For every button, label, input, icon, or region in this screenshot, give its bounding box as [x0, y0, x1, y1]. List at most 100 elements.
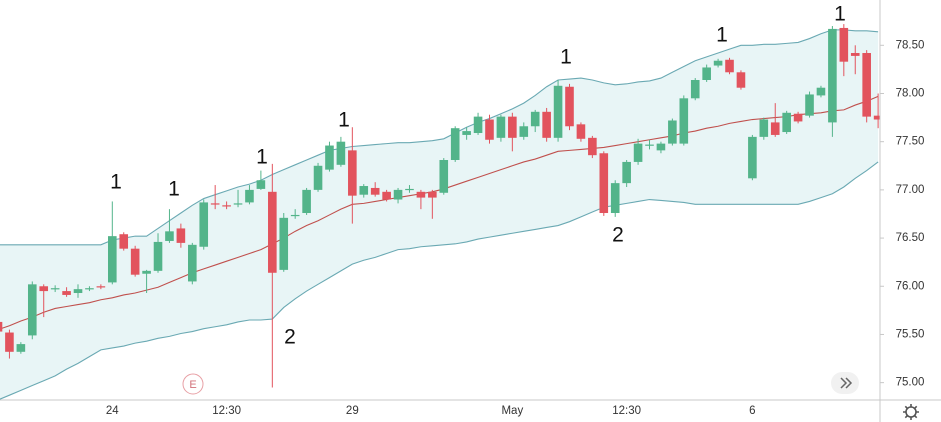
event-marker[interactable]: E	[182, 373, 204, 395]
candle-body	[165, 231, 174, 241]
candle-body	[348, 150, 357, 196]
candle-body	[770, 122, 780, 135]
candle-body	[96, 286, 106, 288]
candle-body	[782, 112, 791, 133]
event-marker-circle[interactable]	[182, 373, 204, 395]
candle-body	[62, 291, 71, 295]
middle-band	[0, 95, 879, 330]
candle-body	[610, 183, 620, 214]
settings-button[interactable]	[903, 404, 919, 420]
candle-body	[233, 203, 243, 205]
x-tick-label: 29	[346, 405, 359, 417]
candle-body	[50, 288, 60, 290]
candle-body	[828, 28, 837, 123]
candle-body	[199, 202, 209, 247]
scroll-button[interactable]	[831, 372, 859, 394]
candle-body	[416, 191, 426, 198]
candle-body	[439, 160, 449, 193]
candle-body	[759, 119, 769, 137]
candle-body	[816, 87, 826, 96]
candle-body	[565, 86, 574, 127]
candle-body	[679, 98, 689, 144]
candle-body	[27, 284, 37, 336]
annotation: 1	[338, 109, 350, 132]
candle-body	[290, 214, 300, 217]
y-tick-label: 77.00	[896, 184, 925, 196]
x-tick-label: 12:30	[612, 405, 641, 417]
candle-body	[336, 141, 346, 165]
candle-body	[405, 188, 414, 191]
annotation: 1	[834, 3, 846, 26]
candle-body	[188, 244, 197, 282]
x-tick-label: May	[501, 405, 523, 417]
scroll-button-icon[interactable]	[840, 377, 853, 389]
candle-body	[142, 270, 151, 274]
y-tick-label: 78.00	[896, 88, 925, 100]
candle-body	[5, 332, 14, 352]
candle-body	[108, 236, 117, 283]
candle-body	[485, 119, 494, 140]
candle-body	[153, 241, 163, 271]
candle-body	[428, 191, 437, 198]
candle-body	[862, 53, 871, 117]
x-tick-label: 6	[749, 405, 755, 417]
candle-body	[245, 189, 254, 203]
event-marker-label[interactable]: E	[189, 379, 196, 391]
candle-body	[496, 116, 506, 138]
candle-body	[473, 116, 483, 134]
candle-body	[210, 203, 220, 205]
candle-body	[588, 137, 597, 156]
candle-body	[553, 85, 563, 138]
x-tick-label: 12:30	[212, 405, 241, 417]
candle-body	[873, 115, 880, 120]
candle-body	[370, 187, 380, 195]
candle-body	[805, 94, 814, 116]
candle-body	[119, 234, 129, 249]
candle-body	[530, 111, 540, 127]
candle-body	[222, 205, 231, 207]
candle-body	[519, 126, 529, 137]
candle-body	[325, 145, 334, 170]
candle-body	[0, 321, 3, 332]
plot-area	[0, 24, 880, 400]
candle-body	[16, 344, 26, 352]
y-tick-label: 75.00	[896, 377, 925, 389]
candle-body	[668, 120, 677, 144]
candle-body	[279, 217, 289, 270]
candle-body	[839, 27, 849, 62]
candle-body	[645, 144, 654, 146]
candle-body	[736, 72, 746, 88]
upper-band	[0, 29, 879, 246]
candle-body	[462, 131, 471, 135]
candle-body	[542, 111, 551, 138]
candle-body	[268, 191, 277, 273]
candle-body	[725, 59, 734, 73]
annotation: 1	[168, 178, 180, 201]
y-tick-label: 75.50	[896, 328, 925, 340]
annotation: 1	[110, 171, 122, 194]
lower-band	[0, 161, 879, 400]
candle-body	[702, 67, 711, 80]
candle-body	[382, 191, 391, 200]
candle-body	[508, 116, 517, 138]
candle-body	[713, 60, 723, 66]
candle-body	[690, 80, 700, 99]
y-tick-label: 76.50	[896, 232, 925, 244]
candle-body	[599, 153, 609, 214]
settings-gear-teeth[interactable]	[903, 404, 919, 420]
candle-body	[313, 165, 323, 190]
candle-body	[302, 189, 311, 214]
candle-body	[633, 143, 643, 162]
annotation: 2	[612, 224, 624, 247]
candle-body	[359, 186, 369, 195]
candle-body	[39, 286, 49, 292]
candle-body	[393, 189, 403, 200]
candle-body	[73, 289, 83, 294]
candle-body	[850, 53, 860, 56]
annotation: 1	[560, 46, 572, 69]
x-tick-label: 24	[106, 405, 119, 417]
candle-body	[656, 143, 666, 151]
candle-body	[256, 180, 266, 189]
